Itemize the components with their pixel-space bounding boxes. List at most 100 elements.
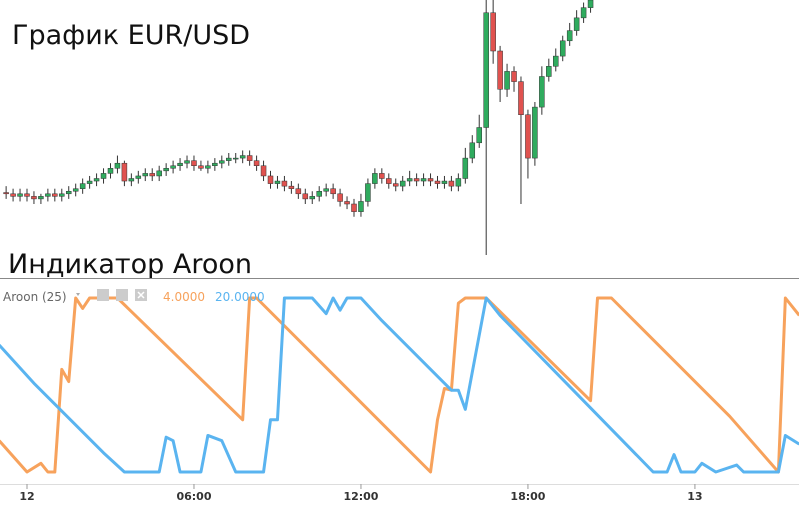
candle-body	[142, 173, 149, 177]
chart-title: График EUR/USD	[12, 20, 250, 51]
candle-body	[441, 180, 448, 184]
candle-body	[587, 0, 594, 8]
candle-body	[65, 191, 72, 195]
candle-body	[309, 196, 316, 200]
candle-body	[455, 178, 462, 187]
candle-body	[163, 168, 169, 172]
settings-icon[interactable]	[97, 289, 109, 301]
candle-body	[469, 142, 476, 159]
candle-body	[392, 183, 399, 187]
candle-panel	[3, 0, 594, 255]
candle-body	[532, 106, 538, 159]
candle-body	[72, 188, 79, 192]
gear-icon[interactable]	[116, 289, 128, 301]
candle-body	[239, 155, 246, 159]
candle-body	[288, 185, 295, 189]
candle-body	[476, 127, 482, 144]
candle-body	[156, 170, 162, 177]
candle-body	[135, 175, 142, 179]
candle-body	[553, 55, 559, 67]
indicator-title: Индикатор Aroon	[8, 249, 252, 280]
candle-body	[546, 66, 552, 77]
candle-body	[559, 40, 566, 57]
candle-body	[149, 173, 155, 177]
candle-body	[267, 175, 274, 184]
candle-body	[205, 165, 211, 169]
candle-body	[114, 162, 121, 169]
candle-body	[379, 173, 385, 179]
candle-body	[281, 180, 288, 187]
candle-body	[330, 188, 336, 195]
x-tick-label: 18:00	[510, 490, 545, 503]
candle-body	[406, 178, 413, 182]
candle-body	[399, 180, 406, 187]
candle-body	[316, 191, 322, 197]
candle-body	[566, 30, 573, 42]
candle-body	[191, 160, 197, 166]
candle-body	[427, 178, 434, 182]
indicator-label: Aroon (25)	[3, 290, 67, 304]
x-tick-label: 06:00	[176, 490, 211, 503]
candle-body	[434, 180, 441, 184]
candle-body	[344, 201, 350, 205]
candle-body	[212, 162, 218, 166]
candle-body	[351, 203, 357, 212]
candle-body	[295, 188, 302, 195]
candle-body	[177, 162, 183, 166]
candle-body	[483, 12, 489, 128]
candle-body	[504, 71, 510, 90]
candle-body	[448, 180, 455, 187]
x-axis-group: 12 06:00 12:00 18:00 13	[19, 484, 703, 503]
candle-body	[45, 193, 51, 197]
candle-body	[497, 50, 503, 90]
candle-body	[420, 178, 427, 182]
aroon-panel	[0, 296, 799, 474]
x-tick-label: 12:00	[343, 490, 378, 503]
candle-body	[219, 160, 225, 164]
candle-body	[246, 155, 253, 161]
candle-body	[128, 178, 135, 182]
candle-body	[253, 160, 260, 166]
candle-body	[580, 7, 587, 19]
candle-body	[170, 165, 176, 169]
candle-body	[86, 180, 93, 184]
candle-body	[52, 193, 58, 197]
candle-body	[38, 196, 44, 200]
candle-body	[59, 193, 65, 197]
candle-body	[274, 180, 281, 184]
candle-body	[232, 157, 239, 160]
candle-body	[226, 157, 232, 161]
candle-body	[93, 178, 100, 182]
candle-body	[3, 192, 9, 195]
candle-body	[337, 193, 343, 202]
x-tick-label: 13	[687, 490, 702, 503]
candle-body	[573, 17, 580, 31]
candle-body	[198, 165, 204, 169]
candle-body	[539, 76, 545, 108]
candle-body	[121, 162, 128, 182]
series-value: 4.0000	[163, 290, 205, 304]
candle-body	[24, 193, 30, 197]
candle-body	[518, 81, 524, 115]
candle-body	[31, 196, 37, 200]
candle-body	[511, 71, 517, 82]
candle-body	[490, 12, 496, 52]
candle-body	[107, 168, 114, 174]
candle-body	[358, 201, 364, 212]
candle-body	[372, 173, 378, 184]
series-value: 20.0000	[215, 290, 265, 304]
candle-body	[323, 188, 329, 192]
candle-body	[17, 193, 23, 197]
candle-body	[365, 183, 371, 202]
candle-body	[184, 160, 190, 164]
close-cross	[137, 291, 145, 299]
dropdown-icon[interactable]	[76, 293, 80, 296]
aroon-line	[0, 296, 799, 474]
candle-body	[79, 183, 86, 189]
aroon-line	[0, 296, 799, 474]
candle-body	[260, 165, 267, 177]
candle-body	[302, 193, 309, 200]
candle-body	[525, 114, 531, 159]
candle-body	[10, 193, 16, 197]
